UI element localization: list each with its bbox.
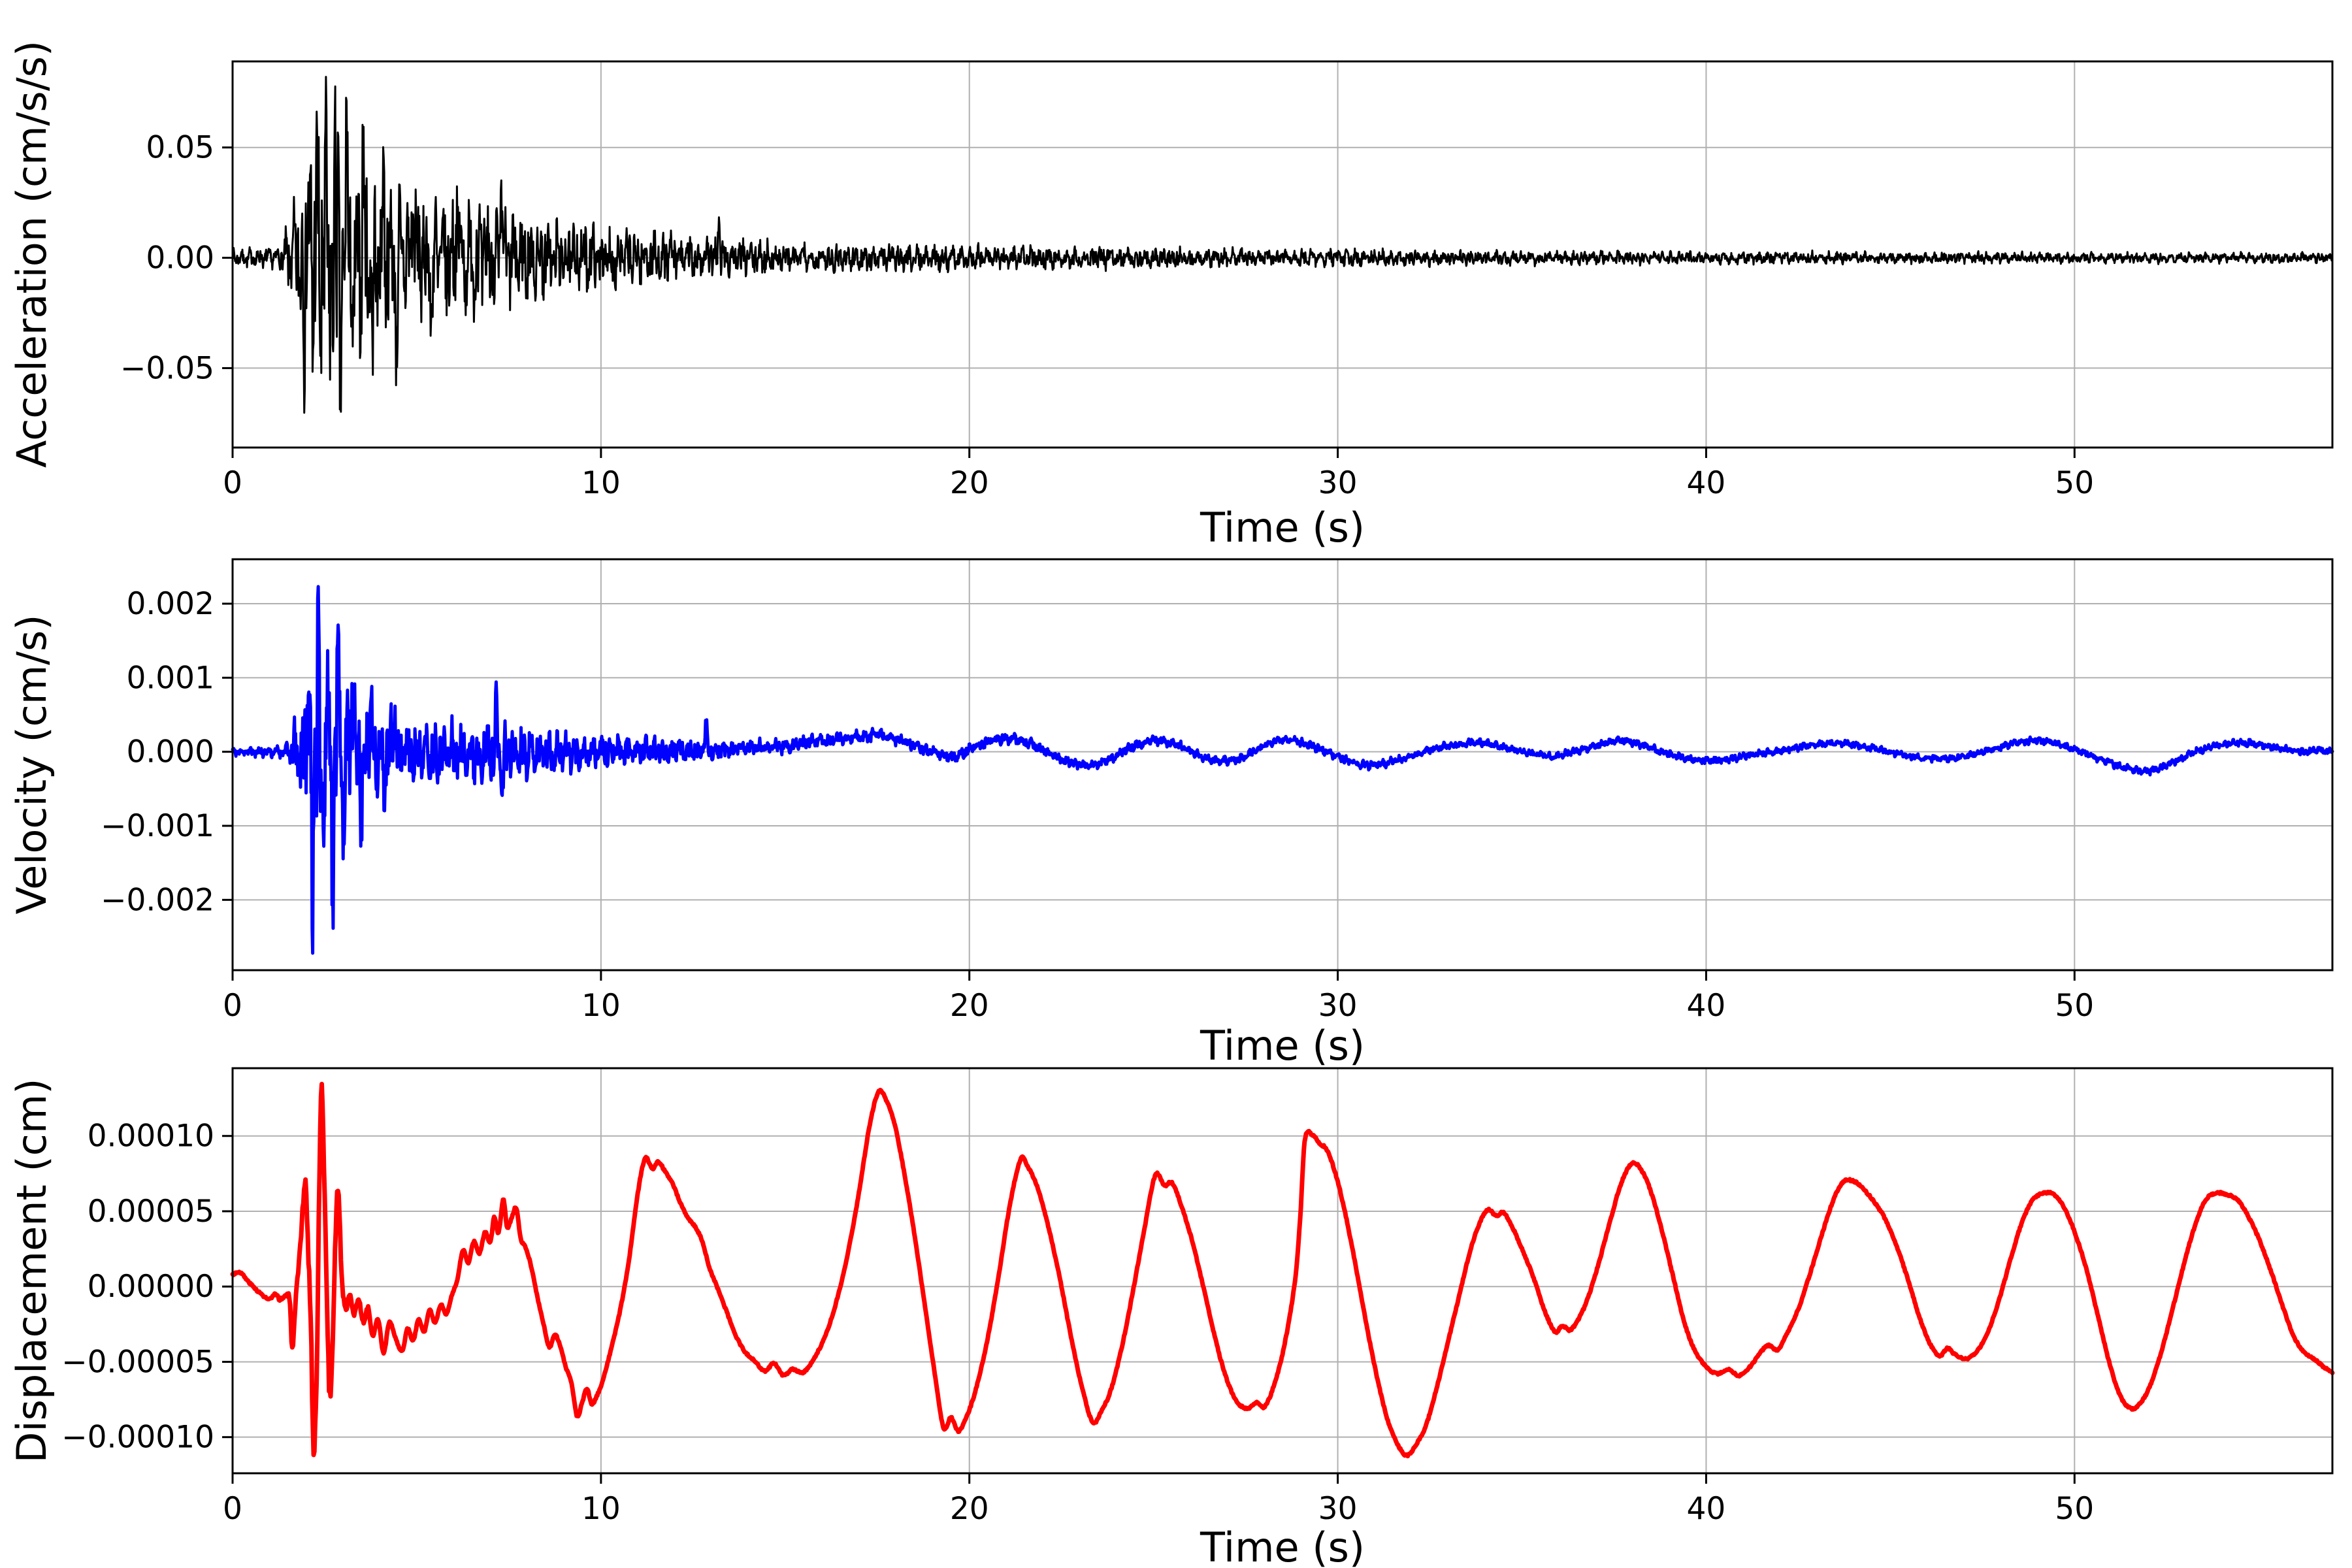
velocity-ytick-label: 0.001 — [126, 660, 214, 696]
velocity-xtick-label: 30 — [1318, 988, 1358, 1024]
acceleration-xlabel: Time (s) — [1200, 504, 1365, 551]
acceleration-trace — [231, 76, 2334, 414]
displacement-ytick-label: 0.00010 — [88, 1119, 214, 1154]
velocity-xtick-label: 40 — [1687, 988, 1726, 1024]
velocity-trace — [231, 585, 2334, 955]
chart-layers: 0 10 20 30 40 50 0.05 0.00 −0.05 0 10 20 30 40 50 0.002… — [61, 60, 2335, 1527]
displacement-grid — [232, 1068, 2332, 1473]
displacement-trace — [230, 1081, 2335, 1459]
acceleration-spines — [231, 60, 2334, 449]
displacement-ticks: 0 10 20 30 40 50 0.00010 0.00005 0.00000 −0.00005… — [61, 1119, 2094, 1527]
velocity-grid — [232, 559, 2332, 970]
velocity-xtick-label: 0 — [223, 988, 242, 1024]
velocity-ticks: 0 10 20 30 40 50 0.002 0.001 0.000 −0.001 −0.002 — [101, 586, 2094, 1024]
displacement-xtick-label: 40 — [1687, 1491, 1726, 1527]
acceleration-xtick-label: 20 — [950, 465, 989, 501]
displacement-ytick-label: 0.00000 — [88, 1269, 214, 1305]
acceleration-xtick-label: 40 — [1687, 465, 1726, 501]
displacement-ytick-label: 0.00005 — [88, 1194, 214, 1230]
displacement-spines — [231, 1067, 2334, 1475]
displacement-xtick-label: 30 — [1318, 1491, 1358, 1527]
acceleration-xtick-label: 30 — [1318, 465, 1358, 501]
velocity-ytick-label: 0.000 — [126, 734, 214, 770]
velocity-spines — [231, 558, 2334, 972]
velocity-xtick-label: 50 — [2055, 988, 2094, 1024]
velocity-ylabel: Velocity (cm/s) — [8, 615, 56, 915]
displacement-ytick-label: −0.00010 — [61, 1420, 214, 1456]
acceleration-xtick-label: 0 — [223, 465, 242, 501]
acceleration-ticks: 0 10 20 30 40 50 0.05 0.00 −0.05 — [120, 130, 2094, 501]
acceleration-ytick-label: 0.00 — [146, 240, 214, 276]
displacement-xtick-label: 20 — [950, 1491, 989, 1527]
velocity-xtick-label: 10 — [581, 988, 621, 1024]
displacement-ytick-label: −0.00005 — [61, 1344, 214, 1380]
velocity-xtick-label: 20 — [950, 988, 989, 1024]
acceleration-ytick-label: 0.05 — [146, 130, 214, 166]
velocity-ytick-label: −0.001 — [101, 808, 214, 844]
acceleration-xtick-label: 50 — [2055, 465, 2094, 501]
displacement-subplot: 0 10 20 30 40 50 0.00010 0.00005 0.00000 −0.00005… — [61, 1067, 2335, 1527]
acceleration-ytick-label: −0.05 — [120, 350, 214, 386]
acceleration-subplot: 0 10 20 30 40 50 0.05 0.00 −0.05 — [120, 60, 2334, 501]
acceleration-ylabel: Acceleration (cm/s/s) — [8, 41, 56, 468]
velocity-ytick-label: −0.002 — [101, 882, 214, 918]
velocity-subplot: 0 10 20 30 40 50 0.002 0.001 0.000 −0.001 −0.002 — [101, 558, 2334, 1024]
displacement-xlabel: Time (s) — [1200, 1524, 1365, 1568]
displacement-ylabel: Displacement (cm) — [8, 1079, 56, 1463]
displacement-xtick-label: 10 — [581, 1491, 621, 1527]
displacement-xtick-label: 0 — [223, 1491, 242, 1527]
velocity-ytick-label: 0.002 — [126, 586, 214, 622]
acceleration-xtick-label: 10 — [581, 465, 621, 501]
velocity-xlabel: Time (s) — [1200, 1022, 1365, 1070]
displacement-xtick-label: 50 — [2055, 1491, 2094, 1527]
